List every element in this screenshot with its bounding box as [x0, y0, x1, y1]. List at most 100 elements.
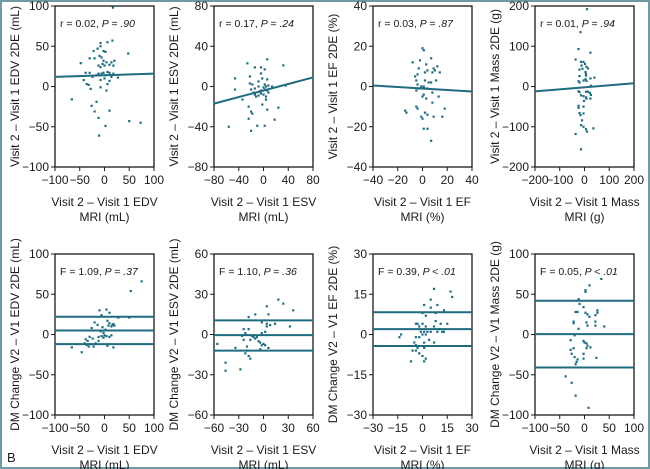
data-point [398, 336, 401, 339]
x-tick-label: 0 [419, 173, 426, 187]
data-point [256, 124, 259, 127]
x-tick-label: −100 [546, 173, 573, 187]
data-point [139, 121, 142, 124]
data-point [421, 117, 424, 120]
data-point [596, 311, 599, 314]
data-point [416, 73, 419, 76]
y-tick-label: −50 [29, 120, 50, 134]
data-point [84, 71, 87, 74]
data-point [574, 363, 577, 366]
y-tick-label: 0 [360, 328, 367, 342]
data-point [227, 125, 230, 128]
data-point [438, 71, 441, 74]
data-point [580, 64, 583, 67]
x-tick-label: 0 [581, 421, 588, 435]
data-point [424, 333, 427, 336]
x-axis-label: MRI (g) [565, 210, 605, 224]
data-point [577, 106, 580, 109]
x-tick-label: 20 [441, 173, 455, 187]
data-point [582, 125, 585, 128]
data-point [261, 77, 264, 80]
data-point [578, 302, 581, 306]
data-point [414, 336, 417, 339]
data-point [79, 62, 82, 65]
data-point [97, 134, 101, 137]
data-point [292, 309, 295, 312]
x-tick-label: −100 [41, 421, 68, 435]
data-point [441, 330, 444, 333]
data-point [259, 348, 262, 351]
data-point [112, 64, 115, 67]
data-point [257, 85, 260, 88]
data-point [112, 72, 115, 75]
y-tick-label: 40 [354, 0, 368, 13]
data-point [97, 116, 100, 119]
data-point [594, 320, 597, 323]
data-point [579, 31, 582, 34]
data-point [583, 341, 586, 344]
data-point [96, 47, 99, 50]
data-point [580, 119, 584, 122]
data-point [584, 72, 588, 76]
data-point [446, 322, 449, 325]
data-point [88, 335, 91, 339]
data-point [593, 76, 596, 79]
data-point [116, 76, 119, 79]
data-point [572, 347, 575, 350]
y-tick-label: 200 [509, 0, 529, 13]
data-point [423, 111, 427, 114]
data-point [100, 72, 103, 75]
x-axis-label: Visit 2 – Visit 1 EDV [51, 195, 157, 209]
data-point [248, 82, 251, 85]
y-axis-label: Visit 2 – Visit 1 ESV 2DE (mL) [167, 6, 181, 166]
data-point [413, 75, 417, 78]
data-point [569, 339, 572, 342]
data-point [585, 347, 588, 350]
stat-p-value: P = .94 [582, 18, 615, 30]
data-point [259, 92, 263, 95]
data-point [97, 335, 100, 339]
data-point [423, 87, 427, 90]
data-point [584, 90, 588, 93]
stat-p-value: P = .24 [261, 18, 294, 30]
data-point [110, 334, 113, 337]
x-tick-label: 30 [282, 421, 296, 435]
data-point [250, 88, 253, 91]
data-point [572, 322, 575, 325]
data-point [128, 120, 131, 123]
scatter-panel-6: −60 −30 0 30 60 −60 −30 0 30 60 Visit 2 – Visit 1 … [167, 238, 320, 469]
data-point [90, 104, 93, 107]
stat-annotation: r = 0.02, P = .90 [60, 18, 135, 30]
x-tick-label: −200 [521, 173, 548, 187]
data-point [233, 77, 237, 80]
data-point [263, 83, 266, 86]
data-point [432, 115, 435, 118]
data-point [585, 130, 589, 133]
y-tick-label: 0 [201, 80, 208, 94]
data-point [582, 357, 585, 360]
data-point [101, 326, 104, 329]
data-point [592, 127, 595, 130]
y-tick-label: 100 [29, 0, 49, 13]
data-point [442, 309, 446, 312]
data-point [425, 63, 428, 66]
data-point [423, 71, 427, 74]
stat-value: F = 0.05, [540, 266, 585, 278]
data-point [423, 303, 426, 307]
y-axis-label: DM Change V2 – V1 EDV 2DE (mL) [8, 238, 22, 431]
data-point [437, 95, 440, 98]
y-tick-label: 0 [42, 328, 49, 342]
data-point [265, 325, 268, 328]
data-point [99, 41, 102, 45]
data-point [269, 324, 272, 327]
y-tick-label: 50 [36, 287, 50, 301]
data-point [117, 316, 120, 319]
data-point [106, 82, 109, 86]
data-point [224, 361, 227, 364]
data-point [266, 58, 269, 61]
data-point [421, 322, 424, 325]
x-axis-label: Visit 2 – Visit 1 ESV [211, 443, 317, 457]
data-point [423, 360, 426, 363]
data-point [104, 328, 107, 331]
y-tick-label: 20 [354, 39, 368, 53]
